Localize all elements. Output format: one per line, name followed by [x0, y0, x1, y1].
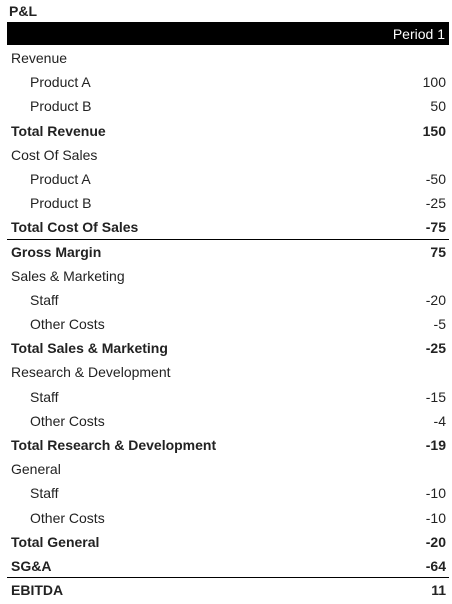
row-label: Research & Development — [11, 364, 171, 381]
table-row: Other Costs -4 — [7, 409, 449, 433]
row-label: Other Costs — [30, 316, 105, 333]
row-label: Gross Margin — [11, 243, 102, 260]
row-value: -10 — [425, 509, 446, 526]
table-row: Total Cost Of Sales -75 — [7, 215, 449, 240]
table-row: SG&A -64 — [7, 554, 449, 579]
table-row: General — [7, 457, 449, 481]
table-row: EBITDA 11 — [7, 578, 449, 602]
row-label: Product B — [30, 195, 92, 212]
pl-table: Revenue Product A 100 Product B 50 Total Reve… — [7, 46, 449, 602]
table-row: Product A 100 — [7, 70, 449, 94]
table-row: Total General -20 — [7, 530, 449, 554]
row-value: -50 — [425, 170, 446, 187]
row-label: Total Revenue — [11, 122, 106, 139]
row-value: -25 — [425, 340, 446, 357]
row-label: Sales & Marketing — [11, 267, 125, 284]
table-row: Total Revenue 150 — [7, 119, 449, 143]
row-label: Revenue — [11, 50, 68, 66]
row-label: Total Research & Development — [11, 437, 217, 453]
table-row: Staff -10 — [7, 481, 449, 505]
row-label: General — [11, 461, 61, 478]
row-label: Staff — [30, 291, 59, 308]
table-row: Research & Development — [7, 360, 449, 384]
table-row: Product A -50 — [7, 167, 449, 191]
title: P&L — [9, 3, 37, 19]
row-label: Total Cost Of Sales — [11, 219, 139, 236]
row-value: -20 — [425, 533, 446, 550]
row-label: EBITDA — [11, 582, 64, 599]
row-label: Product A — [30, 170, 91, 187]
row-value: 11 — [431, 582, 446, 599]
row-label: Product A — [30, 74, 91, 91]
row-label: Other Costs — [30, 509, 105, 526]
row-value: 75 — [430, 243, 446, 260]
period-header: Period 1 — [392, 26, 445, 42]
row-value: -4 — [433, 412, 446, 429]
header-bar: Period 1 — [7, 22, 449, 45]
table-row: Total Sales & Marketing -25 — [7, 336, 449, 360]
row-label: Staff — [30, 485, 59, 502]
row-value: -15 — [425, 388, 446, 405]
row-label: Total Sales & Marketing — [11, 340, 168, 357]
row-label: SG&A — [11, 557, 52, 574]
table-row: Other Costs -10 — [7, 506, 449, 530]
table-row: Revenue — [7, 46, 449, 70]
row-value: -64 — [425, 557, 446, 574]
row-value: -10 — [425, 485, 446, 502]
row-value: -19 — [425, 437, 446, 453]
table-row: Cost Of Sales — [7, 143, 449, 167]
row-label: Total General — [11, 533, 100, 550]
table-row: Other Costs -5 — [7, 312, 449, 336]
row-label: Other Costs — [30, 412, 105, 429]
row-value: -75 — [425, 219, 446, 236]
row-value: -5 — [433, 316, 446, 333]
table-row: Product B 50 — [7, 94, 449, 118]
row-label: Staff — [30, 388, 59, 405]
row-value: 50 — [430, 98, 446, 115]
row-value: 150 — [422, 122, 446, 139]
table-row: Gross Margin 75 — [7, 240, 449, 264]
table-row: Total Research & Development -19 — [7, 433, 449, 457]
table-row: Staff -15 — [7, 385, 449, 409]
table-row: Staff -20 — [7, 288, 449, 312]
row-label: Cost Of Sales — [11, 146, 98, 163]
row-label: Product B — [30, 98, 92, 115]
table-row: Sales & Marketing — [7, 264, 449, 288]
row-value: 100 — [422, 74, 446, 91]
row-value: -20 — [425, 291, 446, 308]
row-value: -25 — [425, 195, 446, 212]
table-row: Product B -25 — [7, 191, 449, 215]
